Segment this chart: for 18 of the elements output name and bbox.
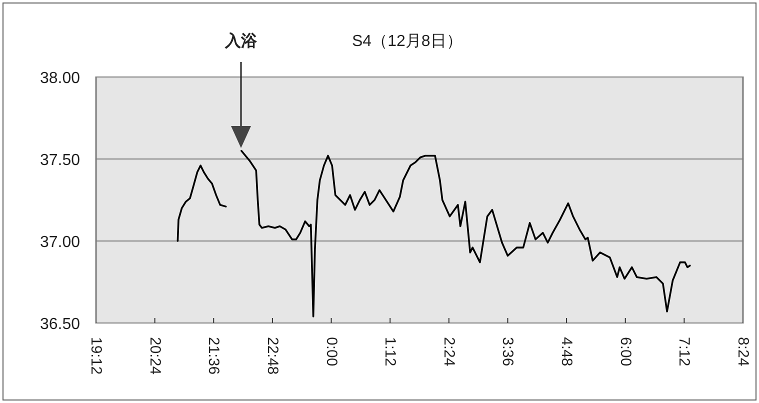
- x-tick-label: 1:12: [382, 337, 399, 366]
- x-tick-label: 19:12: [88, 337, 104, 375]
- x-tick-label: 3:36: [499, 337, 516, 366]
- text: 入浴: [224, 32, 258, 50]
- x-tick-label: 0:00: [322, 337, 340, 366]
- x-tick-label: 2:24: [440, 337, 458, 366]
- x-tick-label: 8:24: [734, 337, 752, 366]
- y-tick-label: 37.50: [40, 152, 80, 169]
- x-tick-label: 6:00: [616, 337, 634, 366]
- x-tick-label: 22:48: [264, 337, 281, 375]
- y-tick-label: 38.00: [40, 70, 80, 87]
- chart-title: S4（12月8日）: [352, 33, 462, 50]
- x-tick-label: 4:48: [558, 337, 576, 366]
- y-tick-label: 36.50: [40, 316, 80, 333]
- x-tick-label: 21:36: [205, 337, 222, 375]
- y-tick-label: 37.00: [40, 234, 80, 251]
- x-tick-label: 7:12: [676, 337, 693, 366]
- x-tick-label: 20:24: [146, 337, 164, 375]
